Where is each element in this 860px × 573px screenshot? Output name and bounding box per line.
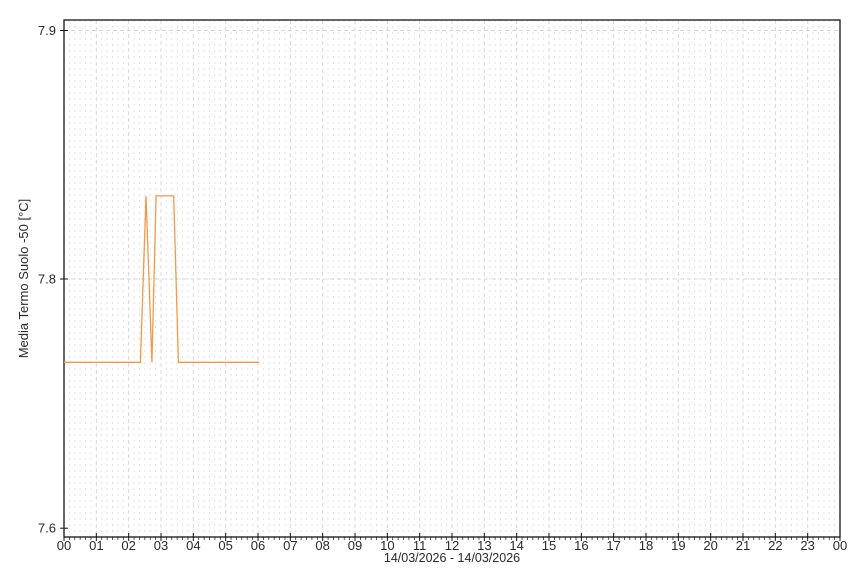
svg-text:08: 08	[315, 538, 329, 553]
svg-text:05: 05	[218, 538, 232, 553]
svg-text:7.9: 7.9	[38, 23, 56, 38]
svg-text:01: 01	[89, 538, 103, 553]
svg-text:14/03/2026 - 14/03/2026: 14/03/2026 - 14/03/2026	[384, 551, 520, 565]
svg-text:23: 23	[800, 538, 814, 553]
svg-text:02: 02	[121, 538, 135, 553]
svg-text:15: 15	[542, 538, 556, 553]
svg-text:Media Termo Suolo -50 [°C]: Media Termo Suolo -50 [°C]	[16, 199, 31, 359]
svg-text:04: 04	[186, 538, 200, 553]
svg-text:06: 06	[251, 538, 265, 553]
svg-text:16: 16	[574, 538, 588, 553]
svg-text:17: 17	[606, 538, 620, 553]
svg-text:20: 20	[703, 538, 717, 553]
svg-text:19: 19	[671, 538, 685, 553]
svg-text:09: 09	[348, 538, 362, 553]
svg-text:22: 22	[768, 538, 782, 553]
svg-text:18: 18	[639, 538, 653, 553]
svg-text:00: 00	[57, 538, 71, 553]
svg-text:03: 03	[154, 538, 168, 553]
svg-text:00: 00	[833, 538, 847, 553]
svg-text:7.8: 7.8	[38, 272, 56, 287]
svg-text:7.6: 7.6	[38, 521, 56, 536]
svg-text:21: 21	[736, 538, 750, 553]
svg-text:07: 07	[283, 538, 297, 553]
